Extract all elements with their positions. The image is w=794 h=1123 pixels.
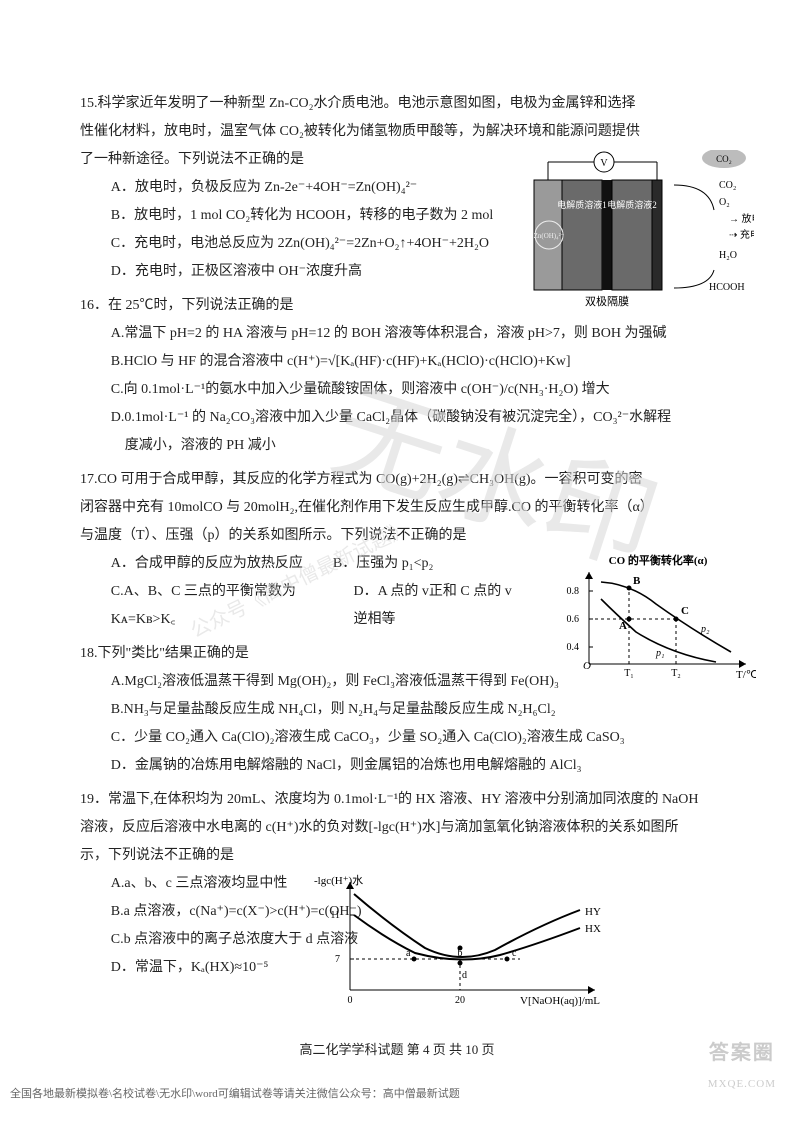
q17-stem-3: 与温度（T）、压强（p）的关系如图所示。下列说法不正确的是 xyxy=(80,522,724,550)
svg-text:⇢ 充电: ⇢ 充电 xyxy=(729,228,754,241)
q18-D: D．金属钠的冶炼用电解熔融的 NaCl，则金属铝的冶炼也用电解熔融的 AlCl₃ xyxy=(111,752,724,780)
corner-logo: 答案圈 MXQE.COM xyxy=(708,1033,776,1095)
svg-text:O₂: O₂ xyxy=(719,197,730,208)
q16-C: C.向 0.1mol·L⁻¹的氨水中加入少量硫酸铵固体，则溶液中 c(OH⁻)/… xyxy=(111,376,724,404)
svg-text:电解质溶液2: 电解质溶液2 xyxy=(607,199,657,210)
svg-text:a: a xyxy=(406,948,411,959)
svg-text:Zn(OH)₄²⁻: Zn(OH)₄²⁻ xyxy=(534,232,565,240)
svg-text:CO₂: CO₂ xyxy=(716,154,732,164)
q18-B: B.NH₃与足量盐酸反应生成 NH₄Cl，则 N₂H₄与足量盐酸反应生成 N₂H… xyxy=(111,696,724,724)
svg-text:B: B xyxy=(633,575,641,587)
svg-text:0: 0 xyxy=(348,995,353,1006)
svg-text:20: 20 xyxy=(455,995,465,1006)
q17-stem-1: 17.CO 可用于合成甲醇，其反应的化学方程式为 CO(g)+2H₂(g)⇌CH… xyxy=(80,466,724,494)
svg-text:双极隔膜: 双极隔膜 xyxy=(585,294,629,308)
q15-figure: V Zn(OH)₄²⁻ 电解质溶液1 电解质溶液2 双极隔膜 CO₂ CO₂ O… xyxy=(524,150,754,341)
q19-stem-3: 示，下列说法不正确的是 xyxy=(80,842,724,870)
svg-text:CO 的平衡转化率(α): CO 的平衡转化率(α) xyxy=(609,554,708,567)
svg-text:T₁: T₁ xyxy=(624,668,634,679)
svg-text:A: A xyxy=(619,620,627,632)
q17-D: D．A 点的 v正和 C 点的 v逆相等 xyxy=(353,578,524,634)
svg-text:电解质溶液1: 电解质溶液1 xyxy=(557,199,607,210)
svg-text:T/℃: T/℃ xyxy=(736,669,756,681)
bottom-note: 全国各地最新模拟卷\名校试卷\无水印\word可编辑试卷等请关注微信公众号：高中… xyxy=(10,1083,460,1105)
page-footer: 高二化学学科试题 第 4 页 共 10 页 xyxy=(0,1037,794,1063)
corner-line2: MXQE.COM xyxy=(708,1073,776,1095)
svg-text:CO₂: CO₂ xyxy=(719,180,736,191)
svg-text:0.6: 0.6 xyxy=(567,614,580,625)
q19-stem-2: 溶液，反应后溶液中水电离的 c(H⁺)水的负对数[-lgc(H⁺)水]与滴加氢氧… xyxy=(80,814,724,842)
q19-chart: -lgc(H⁺)水 11 7 a b c d HY HX 0 20 V[NaOH… xyxy=(310,870,610,1021)
svg-text:V: V xyxy=(600,158,608,169)
q16-B: B.HClO 与 HF 的混合溶液中 c(H⁺)=√[Kₐ(HF)·c(HF)+… xyxy=(111,348,724,376)
svg-text:O: O xyxy=(583,660,591,672)
svg-text:11: 11 xyxy=(330,910,340,921)
q19-stem-1: 19．常温下,在体积均为 20mL、浓度均为 0.1mol·L⁻¹的 HX 溶液… xyxy=(80,786,724,814)
svg-text:HX: HX xyxy=(585,923,601,935)
svg-text:c: c xyxy=(512,948,517,959)
q17-A: A．合成甲醇的反应为放热反应 xyxy=(111,550,303,578)
svg-text:H₂O: H₂O xyxy=(719,250,737,261)
svg-text:0.4: 0.4 xyxy=(567,642,580,653)
svg-text:d: d xyxy=(462,970,467,981)
q15-stem-2: 性催化材料，放电时，温室气体 CO₂被转化为储氢物质甲酸等，为解决环境和能源问题… xyxy=(80,118,724,146)
svg-text:p₁: p₁ xyxy=(655,648,664,659)
q17-C: C.A、B、C 三点的平衡常数为Kᴀ=Kʙ>K꜀ xyxy=(111,578,324,634)
svg-text:b: b xyxy=(458,948,463,959)
svg-text:0.8: 0.8 xyxy=(567,586,580,597)
q17-stem-2: 闭容器中充有 10molCO 与 20molH₂,在催化剂作用下发生反应生成甲醇… xyxy=(80,494,724,522)
svg-text:p₂: p₂ xyxy=(700,624,710,635)
q17-chart: CO 的平衡转化率(α) 0.8 0.6 0.4 A B C p₁ p₂ T₁ … xyxy=(561,554,756,695)
svg-text:→ 放电: → 放电 xyxy=(729,212,754,225)
q15-stem-1: 15.科学家近年发明了一种新型 Zn-CO₂水介质电池。电池示意图如图，电极为金… xyxy=(80,90,724,118)
svg-text:HCOOH: HCOOH xyxy=(709,282,745,293)
svg-text:C: C xyxy=(681,605,689,617)
svg-text:-lgc(H⁺)水: -lgc(H⁺)水 xyxy=(314,874,363,887)
svg-text:T₂: T₂ xyxy=(671,668,681,679)
q16-D2: 度减小，溶液的 PH 减小 xyxy=(125,432,724,460)
svg-text:HY: HY xyxy=(585,906,601,918)
corner-line1: 答案圈 xyxy=(708,1033,776,1073)
svg-text:V[NaOH(aq)]/mL: V[NaOH(aq)]/mL xyxy=(520,995,600,1007)
q18-C: C．少量 CO₂通入 Ca(ClO)₂溶液生成 CaCO₃，少量 SO₂通入 C… xyxy=(111,724,724,752)
q16-D1: D.0.1mol·L⁻¹ 的 Na₂CO₃溶液中加入少量 CaCl₂晶体（碳酸钠… xyxy=(111,404,724,432)
q17-B: B．压强为 p₁<p₂ xyxy=(333,550,434,578)
svg-text:7: 7 xyxy=(335,954,340,965)
